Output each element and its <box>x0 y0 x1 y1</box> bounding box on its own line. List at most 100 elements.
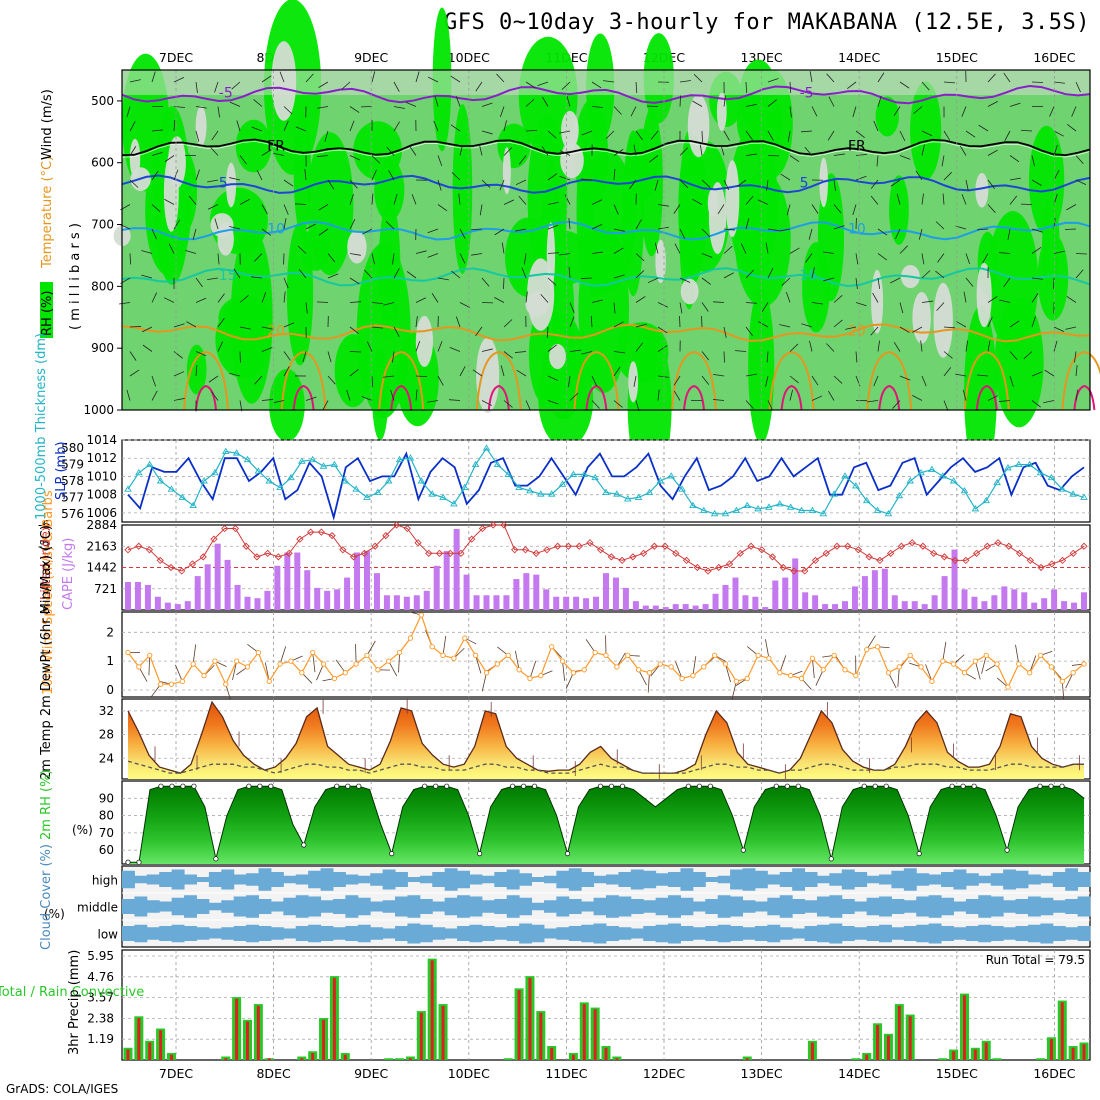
wind-barb-10m <box>175 664 183 682</box>
wind-barb <box>1053 170 1060 181</box>
cloud-cell <box>519 923 533 944</box>
wind-barb <box>126 106 131 118</box>
rh-marker <box>707 783 713 789</box>
thickness-marker <box>906 477 914 484</box>
wind-barb-10m <box>974 661 981 680</box>
wind-barb <box>305 73 314 83</box>
rh2m-panel: 60 70 80 90 (%) 2m RH (%) <box>39 769 1091 865</box>
rh-moist-area <box>910 81 942 180</box>
cloud-row-label: low <box>98 928 119 942</box>
thickness-marker <box>732 506 741 513</box>
wind-barb <box>239 326 251 330</box>
rh-marker <box>433 783 439 789</box>
wind-barb <box>1053 130 1064 137</box>
wind-barb <box>211 391 219 401</box>
cape-bar <box>583 598 590 610</box>
cape-bar <box>483 595 490 610</box>
wind-barb <box>963 291 967 303</box>
cloud-cell <box>494 899 508 914</box>
pressure-tick-label: 500 <box>91 94 114 108</box>
wind-barb <box>433 120 439 132</box>
wind-barb <box>740 243 747 254</box>
rh-marker <box>597 783 604 789</box>
wind-barb <box>943 171 953 181</box>
cloud-cell <box>419 875 433 884</box>
warm-contour <box>963 350 1010 411</box>
wind-barb <box>811 106 818 117</box>
cloud-cell <box>916 896 930 917</box>
wind-barb <box>701 351 710 361</box>
wind-barb <box>789 81 792 94</box>
wind-barb <box>823 277 835 282</box>
rh-marker <box>356 783 362 789</box>
cloud-cell <box>332 872 346 887</box>
wind-barb <box>679 315 681 328</box>
wind-barb <box>327 179 335 190</box>
dewpt-line <box>127 760 1084 774</box>
thickness-marker <box>558 480 567 487</box>
wind-barb <box>481 179 491 188</box>
wind-speed-marker <box>820 667 826 673</box>
cape-bar <box>672 604 679 610</box>
li-marker <box>468 535 476 543</box>
cloud-cell <box>159 926 173 941</box>
cloud-cell <box>916 873 930 886</box>
rh-moist-area <box>736 90 783 155</box>
cape-bar <box>642 605 649 610</box>
precip-conv-bar <box>1071 1047 1075 1060</box>
wind-speed-marker <box>168 681 175 687</box>
cloud-cell <box>134 924 148 943</box>
wind-barb <box>977 228 989 231</box>
li-marker <box>1037 563 1045 572</box>
cloud-cell <box>146 900 160 913</box>
thickness-marker <box>754 505 762 512</box>
wind-speed-marker <box>364 652 370 659</box>
thickness-slp-panel: 1006 1008 1010 1012 1014 576 577 578 579 580 1000… <box>34 333 1091 523</box>
p2-frame <box>121 439 1091 523</box>
wind-barb <box>151 71 156 83</box>
thickness-marker <box>1004 464 1012 471</box>
wind-barb <box>195 297 207 303</box>
isotherm-label: 15 <box>800 268 818 284</box>
p4-gridlines <box>122 612 1090 697</box>
wind-barb <box>965 179 969 191</box>
rh-tick-label: 70 <box>99 826 114 840</box>
wind-barb <box>657 389 660 401</box>
wind-barb <box>789 343 799 352</box>
cloud-cell <box>891 899 905 914</box>
wind-barb <box>745 269 754 279</box>
wind-barb <box>877 340 880 352</box>
li-marker <box>790 567 798 575</box>
wind-barb <box>943 130 951 141</box>
cloud-cell <box>395 872 408 887</box>
cape-bar <box>284 552 291 610</box>
wind-barb <box>459 302 471 308</box>
wind-barb <box>913 106 923 114</box>
wind-barb <box>855 277 858 289</box>
cape-bar <box>334 589 341 610</box>
rh-dry-area <box>655 239 666 284</box>
wind-barb <box>591 299 603 303</box>
li-marker <box>521 546 530 554</box>
wind-barb <box>327 375 336 385</box>
rh-marker <box>444 783 450 789</box>
wind-barb <box>654 242 659 254</box>
slp-tick-label: 1006 <box>86 506 117 520</box>
rh-moist-area <box>679 130 699 310</box>
precip-total-bar <box>384 1058 394 1060</box>
wind-barb <box>877 253 888 261</box>
wind-barb <box>657 345 668 352</box>
li-marker <box>360 549 368 557</box>
rh-upper-dry <box>122 70 1090 95</box>
cloud-cell <box>568 899 582 914</box>
wind-barb <box>635 270 645 279</box>
wind-barb <box>1031 179 1042 186</box>
p7-series <box>122 868 1091 944</box>
wind-barb <box>876 155 879 167</box>
cape-bar <box>184 601 191 610</box>
wind-speed-marker <box>592 649 598 656</box>
li-tick-label: -3 <box>38 539 50 553</box>
thickness-marker <box>917 468 925 476</box>
